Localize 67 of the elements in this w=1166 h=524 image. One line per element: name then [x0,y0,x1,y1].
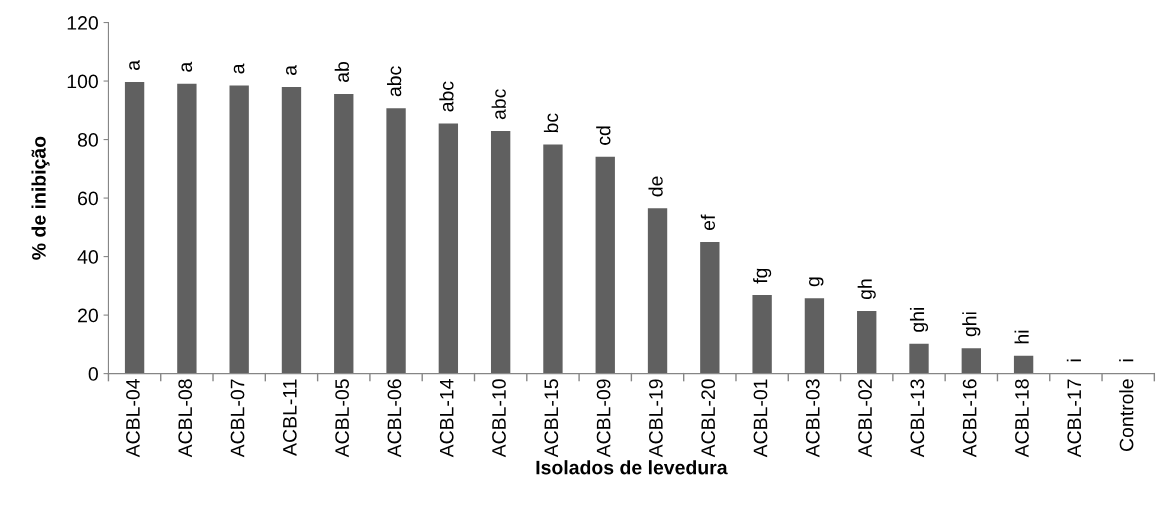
x-tick-label: ACBL-14 [439,379,454,458]
data-label: abc [387,66,402,97]
y-tick-label: 20 [78,308,98,323]
bar [700,241,720,374]
data-label: a [233,63,245,74]
data-label: gh [857,279,876,300]
data-label: i [1066,359,1081,362]
bar [647,208,668,374]
y-tick-label: 0 [88,367,98,381]
data-label: a [129,60,140,70]
data-label: hi [1014,330,1029,344]
x-tick-label: ACBL-17 [1067,379,1082,458]
data-label: fg [753,268,772,284]
x-tick-label: ACBL-18 [1015,379,1029,458]
bar [177,83,197,374]
bar [543,144,563,374]
x-tick-label: ACBL-10 [492,379,506,458]
data-label: ef [700,214,716,231]
x-tick-label: ACBL-08 [178,379,193,458]
data-label: ghi [909,308,929,332]
data-label: de [648,176,663,197]
data-label: g [809,277,824,287]
x-tick-label: ACBL-02 [858,379,872,458]
bar [281,86,302,374]
data-label: bc [543,113,559,133]
bar [857,311,877,374]
x-tick-label: ACBL-01 [753,379,768,458]
x-tick-label: ACBL-04 [126,379,140,458]
y-tick-label: 80 [77,133,98,147]
x-tick-label: ACBL-07 [230,379,245,458]
y-tick-label: 120 [67,16,98,30]
data-label: cd [596,126,611,145]
bar [1013,355,1034,374]
bar [334,93,354,374]
bar [909,343,929,374]
bar [229,85,249,374]
bar [752,294,772,374]
bar [386,108,406,374]
bar [595,156,615,374]
data-label: abc [439,81,454,112]
data-label: ghi [962,312,981,337]
y-axis-title: % de inibição [31,136,50,260]
x-tick-label: ACBL-16 [962,379,977,458]
bar [124,81,145,374]
x-tick-label: ACBL-05 [335,379,349,458]
x-tick-label: ACBL-09 [596,379,611,458]
data-label: ab [334,61,349,82]
data-label: i [1119,359,1134,362]
x-tick-label: Controle [1119,379,1134,451]
y-tick-label: 60 [78,191,98,206]
data-label: abc [491,89,506,120]
bar [438,123,459,374]
data-label: a [286,64,297,75]
y-tick-label: 100 [67,74,98,89]
x-axis-title: Isolados de levedura [536,460,728,475]
x-tick-label: ACBL-13 [910,379,925,458]
bar [490,131,511,374]
y-tick-label: 40 [77,250,98,264]
bar [961,348,981,374]
x-tick-label: ACBL-06 [387,379,402,458]
x-tick-label: ACBL-19 [648,379,663,458]
data-label: a [181,61,193,72]
x-tick-label: ACBL-20 [701,379,716,458]
x-tick-label: ACBL-15 [544,379,559,458]
x-tick-label: ACBL-11 [282,379,297,456]
x-tick-label: ACBL-03 [805,379,820,458]
bar [804,298,825,374]
